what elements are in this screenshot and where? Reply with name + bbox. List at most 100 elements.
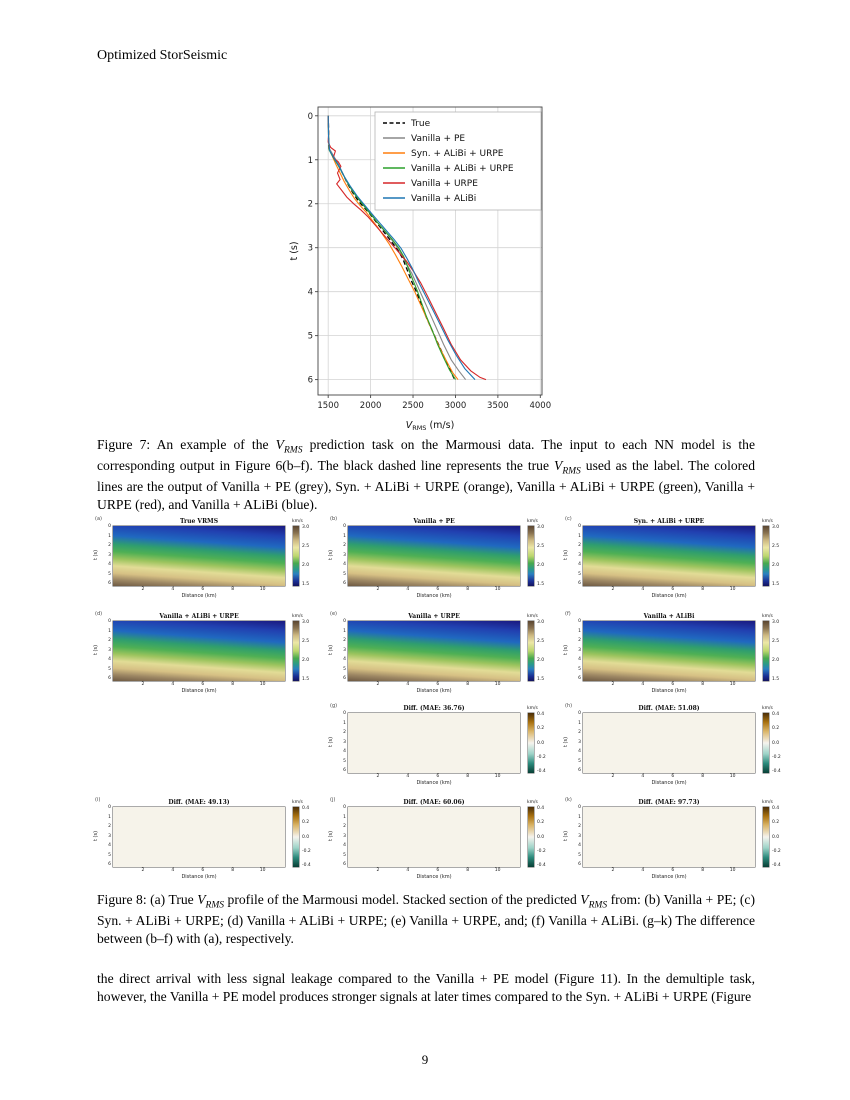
colorbar-unit-label: km/s [527,519,538,524]
colorbar-tick-label: 3.0 [302,525,310,530]
colorbar-tick-label: -0.2 [537,754,546,760]
xtick-label: 2 [376,587,380,592]
panel-x-ticks: 2 4 6 8 10 [113,868,285,874]
figure8-panel-h: (h) Diff. (MAE: 51.08) t (s) 0 1 2 3 4 5 6 2 4 6 8 10 D… [563,703,797,791]
xtick-label: 8 [701,682,705,687]
colorbar-tick-label: 1.5 [302,677,310,682]
colorbar-tick-label: -0.4 [302,863,311,868]
ytick-label: 0 [343,619,346,624]
ytick-label: 2 [343,824,346,829]
panel-y-axis-label: t (s) [328,549,335,561]
ytick-label: 5 [308,332,313,342]
colorbar [293,621,299,681]
panel-y-axis-label: t (s) [328,830,335,842]
ytick-label: 4 [108,843,111,848]
panel-x-axis-label: Distance (km) [416,874,452,880]
panel-x-ticks: 2 4 6 8 10 [113,682,285,688]
velocity-heatmap [113,621,285,681]
colorbar [763,621,769,681]
ytick-label: 2 [578,730,581,735]
panel-y-axis-label: t (s) [93,830,100,842]
colorbar-ticks: 3.0 2.5 2.0 1.5 [772,620,779,682]
xtick-label: 6 [671,682,675,687]
ytick-label: 6 [343,581,346,586]
colorbar-tick-label: 1.5 [537,582,545,587]
xtick-label: 8 [466,587,470,592]
xtick-label: 8 [466,868,470,873]
ytick-label: 3 [343,647,346,653]
colorbar-tick-label: 0.2 [537,820,545,826]
xtick-label: 6 [671,868,675,873]
velocity-heatmap [583,526,755,586]
xtick-label: 4 [171,868,175,873]
colorbar-tick-label: 0.4 [772,712,780,717]
ytick-label: 3 [343,552,346,558]
colorbar-tick-label: -0.4 [537,769,546,774]
colorbar-tick-label: 2.5 [537,544,545,549]
colorbar-tick-label: -0.4 [537,863,546,868]
colorbar-unit-label: km/s [527,800,538,805]
xtick-label: 8 [231,587,235,592]
xtick-label: 2000 [360,401,382,411]
ytick-label: 1 [578,533,581,539]
ytick-label: 2 [343,638,346,643]
xtick-label: 4 [406,868,410,873]
colorbar-unit-label: km/s [292,800,303,805]
panel-letter-label: (f) [565,611,571,617]
ytick-label: 5 [578,666,581,672]
colorbar-ticks: 3.0 2.5 2.0 1.5 [772,525,779,587]
ytick-label: 3 [578,739,581,745]
figure8-caption: Figure 8: (a) True VRMS profile of the M… [97,892,755,946]
xtick-label: 6 [671,774,675,779]
panel-letter-label: (h) [565,703,573,709]
colorbar-tick-label: 2.5 [772,639,780,644]
ytick-label: 1 [308,156,313,166]
figure8-panel-g: (g) Diff. (MAE: 36.76) t (s) 0 1 2 3 4 5 6 2 4 6 8 10 D… [328,703,562,791]
panel-y-ticks: 0 1 2 3 4 5 6 [575,711,581,773]
ytick-label: 4 [578,843,581,848]
colorbar-tick-label: 2.5 [772,544,780,549]
ytick-label: 5 [108,852,111,858]
velocity-heatmap [348,526,520,586]
xtick-label: 10 [494,682,501,687]
xtick-label: 3500 [487,401,509,411]
xtick-label: 8 [701,587,705,592]
panel-title: Diff. (MAE: 60.06) [403,799,465,806]
xtick-label: 2 [611,868,615,873]
panel-y-axis-label: t (s) [563,549,570,561]
xtick-label: 4 [641,587,645,592]
panel-y-ticks: 0 1 2 3 4 5 6 [105,619,111,681]
series-vanilla-alibi [327,115,476,380]
legend-label: Vanilla + PE [411,134,465,144]
xtick-label: 10 [259,587,266,592]
panel-y-ticks: 0 1 2 3 4 5 6 [575,619,581,681]
legend-box [374,111,542,211]
xtick-label: 2 [376,774,380,779]
ytick-label: 0 [343,805,346,810]
ytick-label: 5 [343,571,346,577]
colorbar-tick-label: -0.4 [772,769,781,774]
figure7-caption: Figure 7: An example of the VRMS predict… [97,437,755,512]
panel-title: Vanilla + ALiBi + URPE [159,613,239,620]
x-axis-label: VRMS (m/s) [406,420,455,432]
legend-label: Vanilla + URPE [411,179,478,189]
ytick-label: 2 [578,824,581,829]
colorbar-tick-label: 0.0 [302,834,310,840]
ytick-label: 2 [108,824,111,829]
colorbar-tick-label: 0.2 [772,726,780,732]
colorbar-tick-label: 3.0 [772,525,780,530]
panel-title: Syn. + ALiBi + URPE [633,518,705,525]
xtick-label: 4 [406,682,410,687]
difference-heatmap [348,807,520,867]
ytick-label: 5 [578,852,581,858]
legend-label: Vanilla + ALiBi [411,194,476,204]
xtick-label: 2 [141,682,145,687]
panel-title: Vanilla + URPE [408,613,460,620]
ytick-label: 0 [343,711,346,716]
colorbar-tick-label: 2.0 [537,563,545,568]
axes-box [317,106,543,396]
colorbar-ticks: 3.0 2.5 2.0 1.5 [537,620,544,682]
xtick-label: 8 [701,868,705,873]
ytick-label: 5 [578,758,581,764]
xtick-label: 4 [641,682,645,687]
